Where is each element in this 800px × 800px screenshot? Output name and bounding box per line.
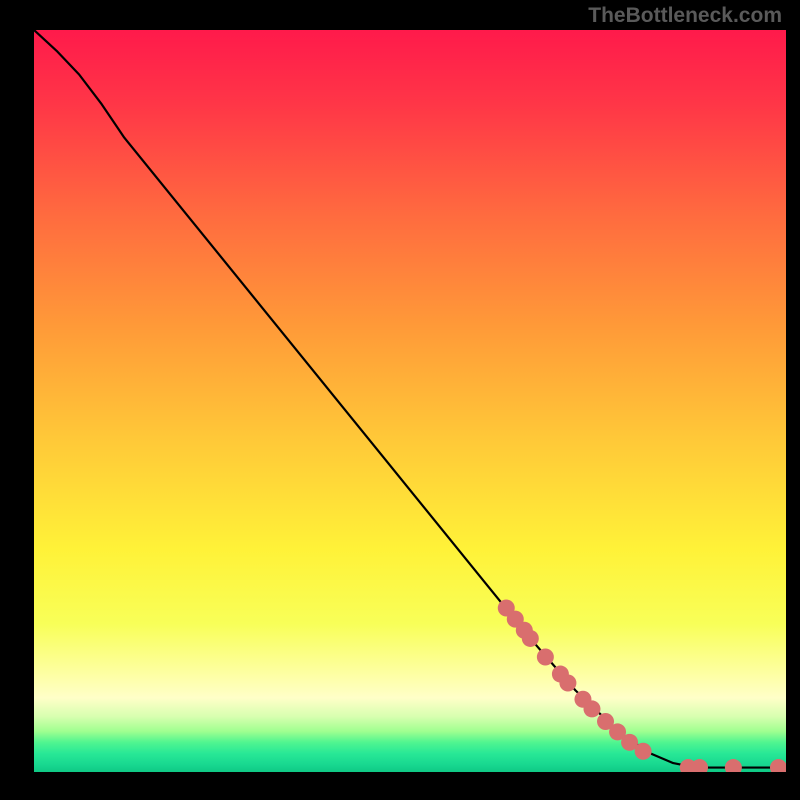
data-marker [559,674,576,691]
marker-group [498,600,786,772]
data-marker [725,759,742,772]
curve-layer [34,30,786,772]
plot-area [34,30,786,772]
data-marker [770,759,786,772]
watermark-text: TheBottleneck.com [588,4,782,28]
data-marker [522,630,539,647]
chart-container: TheBottleneck.com [0,0,800,800]
data-marker [537,648,554,665]
data-marker [635,743,652,760]
bottleneck-curve [34,30,786,768]
data-marker [583,700,600,717]
